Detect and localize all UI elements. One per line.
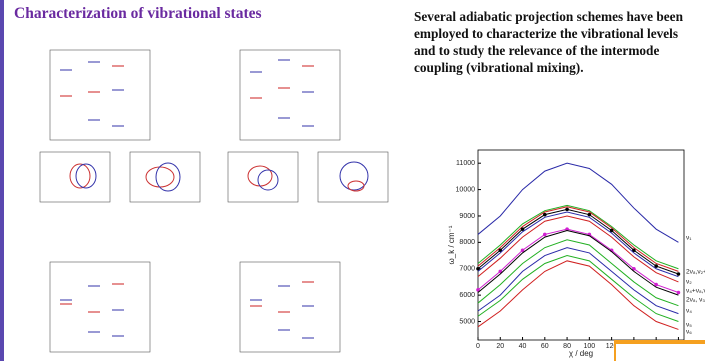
y-tick-label: 5000 — [459, 318, 475, 325]
point — [676, 272, 681, 276]
point — [565, 227, 569, 231]
point — [587, 212, 592, 217]
slide-title: Characterization of vibrational states — [14, 5, 262, 22]
y-tick-label: 11000 — [456, 160, 475, 167]
point — [476, 288, 480, 292]
point — [565, 207, 569, 212]
x-tick-label: 40 — [519, 343, 527, 350]
point — [498, 248, 503, 253]
level-diagram — [239, 261, 341, 353]
level-diagram — [239, 49, 341, 141]
curve-label: 2ν₈, ν₃ — [686, 297, 705, 304]
x-tick-label: 120 — [606, 343, 618, 350]
y-tick-label: 7000 — [459, 266, 475, 273]
series-line — [477, 247, 679, 315]
y-tick-label: 6000 — [459, 292, 475, 299]
x-tick-label: 0 — [476, 343, 480, 350]
point — [520, 227, 525, 231]
point — [609, 228, 614, 233]
series-line — [477, 228, 679, 293]
series-line — [477, 162, 679, 243]
point — [654, 282, 658, 287]
series-line — [477, 255, 679, 322]
level-diagram — [49, 261, 151, 353]
x-axis-label: χ / deg — [569, 349, 593, 358]
y-tick-label: 8000 — [459, 239, 475, 246]
level-diagram — [49, 49, 151, 141]
point — [543, 232, 547, 237]
curve-label: ν₄ — [686, 308, 692, 315]
series-line — [477, 211, 679, 278]
point — [676, 290, 681, 295]
series-line — [477, 239, 679, 307]
point — [654, 264, 658, 268]
point — [632, 248, 636, 253]
line-chart: ω_k / cm⁻¹ χ / deg 5000 6000 7000 8000 9000 1… — [447, 149, 705, 358]
y-tick-label: 10000 — [456, 186, 476, 193]
curve-label: ν₂ — [686, 279, 692, 286]
y-axis-label: ω_k / cm⁻¹ — [447, 225, 456, 264]
series-line — [477, 204, 679, 270]
callout-box — [614, 340, 705, 361]
series-line — [477, 206, 679, 272]
curve-label: 2ν₈,ν₂+ν₈,ν₄+2ν₈ — [686, 269, 705, 276]
series-line — [477, 260, 679, 330]
point — [632, 266, 636, 271]
series-line — [477, 208, 679, 275]
curve-label: ν₅ — [686, 322, 692, 329]
x-tick-label: 80 — [563, 343, 571, 350]
y-tick-label: 9000 — [459, 213, 475, 220]
curve-label: ν₁ — [686, 235, 692, 242]
paragraph: Several adiabatic projection schemes hav… — [414, 9, 683, 75]
contour-plots — [39, 151, 389, 203]
series-line — [477, 229, 679, 296]
x-tick-label: 60 — [541, 343, 549, 350]
side-bar — [0, 0, 4, 361]
curve-label: ν₄+ν₈,ν₁+ν₈,2ν₈ — [686, 288, 705, 295]
x-tick-label: 100 — [584, 343, 596, 350]
point — [498, 269, 503, 274]
plot-frame — [477, 149, 685, 341]
point — [476, 266, 480, 271]
point — [543, 212, 547, 217]
x-tick-label: 20 — [496, 343, 504, 350]
curve-label: ν₆ — [686, 329, 692, 336]
series-line — [477, 215, 679, 283]
point — [520, 248, 525, 253]
